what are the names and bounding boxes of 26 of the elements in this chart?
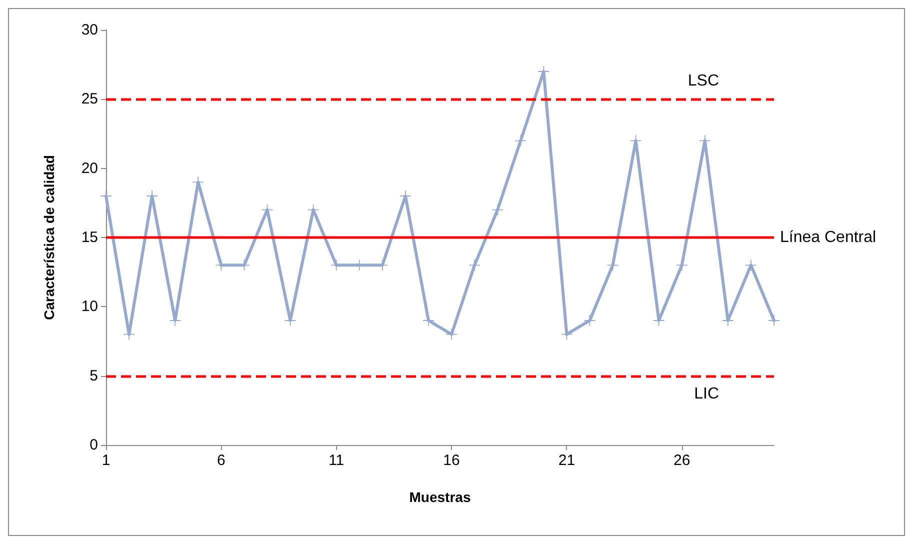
- ref-line-label: LSC: [688, 72, 719, 90]
- y-tick-label: 25: [81, 90, 98, 108]
- ref-line-label: LIC: [694, 385, 719, 402]
- y-tick-label: 10: [81, 298, 98, 316]
- y-tick-label: 15: [81, 229, 98, 246]
- y-tick-label: 0: [90, 436, 98, 454]
- x-tick-label: 16: [443, 452, 460, 469]
- x-tick-label: 1: [102, 452, 110, 469]
- ref-line-label: Línea Central: [780, 229, 876, 246]
- point: [446, 328, 458, 340]
- point: [469, 260, 480, 271]
- y-tick-label: 20: [81, 160, 98, 177]
- point: [515, 135, 526, 146]
- x-tick-label: 6: [217, 452, 226, 469]
- point: [308, 204, 319, 216]
- point: [768, 315, 780, 326]
- x-tick-label: 21: [558, 452, 576, 469]
- point: [492, 204, 504, 216]
- y-tick-label: 30: [81, 22, 98, 38]
- point: [745, 260, 756, 271]
- x-tick-label: 11: [328, 452, 344, 469]
- x-tick-label: 26: [674, 452, 690, 469]
- y-tick-label: 5: [90, 367, 98, 384]
- point: [676, 260, 688, 271]
- y-axis-title: Característica de calidad: [41, 155, 57, 320]
- x-axis-title: Muestras: [409, 489, 471, 505]
